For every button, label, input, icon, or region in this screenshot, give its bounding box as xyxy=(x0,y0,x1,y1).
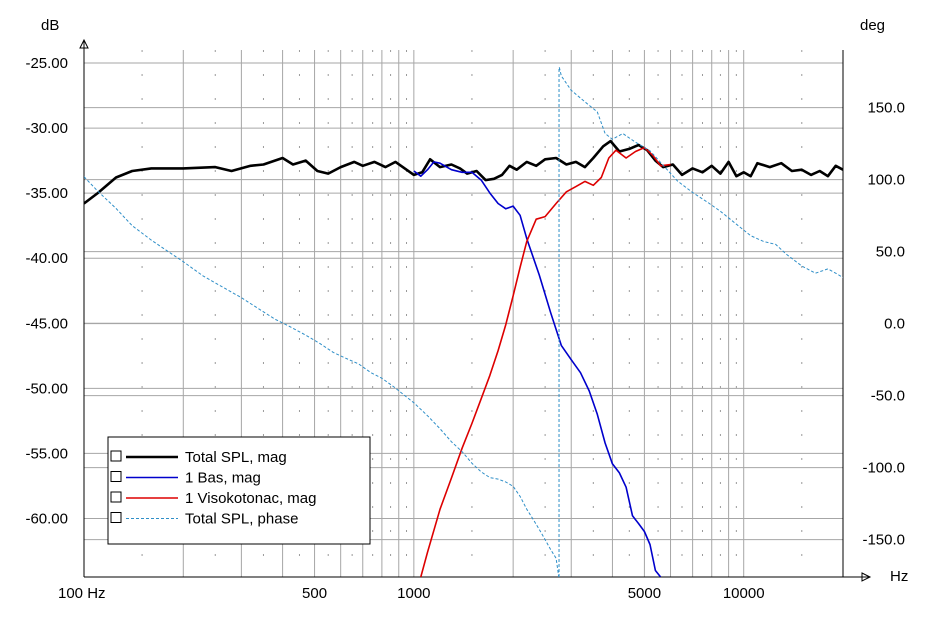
series-line-3 xyxy=(84,176,560,577)
y-left-tick-label: -30.00 xyxy=(25,120,68,137)
x-tick-label: 5000 xyxy=(628,585,661,602)
y-axis-arrow-icon xyxy=(79,38,89,49)
x-tick-label: 1000 xyxy=(397,585,430,602)
x-unit: Hz xyxy=(890,568,908,585)
y-left-tick-label: -55.00 xyxy=(25,445,68,462)
y-left-tick-label: -60.00 xyxy=(25,510,68,527)
legend-label: 1 Bas, mag xyxy=(185,470,261,487)
series-line-0 xyxy=(84,139,843,205)
y-right-tick-label: -150.0 xyxy=(862,532,905,549)
y-right-tick-label: -50.0 xyxy=(871,388,905,405)
legend-checkbox xyxy=(110,450,122,462)
tick-labels: -25.00 -30.00 -35.00 -40.00 -45.00 -50.00 -55.… xyxy=(25,55,905,602)
legend-box xyxy=(107,436,371,545)
series-line-3 xyxy=(558,67,843,278)
y-left-tick-label: -50.00 xyxy=(25,380,68,397)
x-tick-label: 500 xyxy=(302,585,327,602)
y-left-unit: dB xyxy=(41,17,59,34)
legend-checkbox xyxy=(110,512,122,523)
legend: Total SPL, mag 1 Bas, mag 1 Visokotonac, m… xyxy=(107,436,371,545)
grid xyxy=(84,50,844,577)
y-right-tick-label: 100.0 xyxy=(867,172,905,189)
x-axis-arrow-icon xyxy=(861,572,872,582)
y-right-unit: deg xyxy=(860,17,885,34)
y-left-tick-label: -40.00 xyxy=(25,250,68,267)
series-line-1 xyxy=(413,161,662,577)
series-line-2 xyxy=(420,146,671,577)
y-right-tick-label: 150.0 xyxy=(867,100,905,117)
y-left-tick-label: -25.00 xyxy=(25,55,68,72)
legend-checkbox xyxy=(110,471,122,482)
x-tick-label: 10000 xyxy=(723,585,765,602)
axes xyxy=(79,38,872,582)
legend-checkbox xyxy=(110,491,122,503)
legend-label: 1 Visokotonac, mag xyxy=(185,490,316,507)
y-left-tick-label: -45.00 xyxy=(25,315,68,332)
legend-label: Total SPL, phase xyxy=(185,511,298,528)
y-right-tick-label: 0.0 xyxy=(884,316,905,333)
series xyxy=(84,67,843,577)
y-right-tick-label: 50.0 xyxy=(876,244,905,261)
y-right-tick-label: -100.0 xyxy=(862,460,905,477)
y-left-tick-label: -35.00 xyxy=(25,185,68,202)
legend-label: Total SPL, mag xyxy=(185,449,287,466)
x-tick-label: 100 Hz xyxy=(58,585,106,602)
